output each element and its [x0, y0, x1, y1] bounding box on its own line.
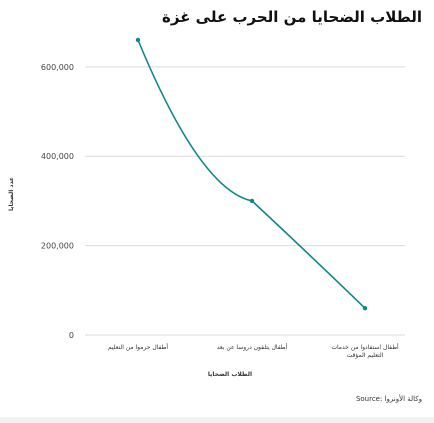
y-tick-label: 0	[69, 331, 74, 340]
data-point	[135, 37, 141, 43]
y-axis-ticks: 0 200,000 400,000 600,000	[41, 63, 74, 340]
y-tick-label: 400,000	[41, 152, 74, 161]
y-tick-label: 600,000	[41, 63, 74, 72]
x-tick-label: أطفال حرموا من التعليم	[108, 343, 168, 351]
data-point	[362, 305, 368, 311]
x-tick-label: أطفال استفادوا من خدمات التعليم المؤقت	[331, 343, 399, 359]
y-tick-label: 200,000	[41, 242, 74, 251]
gridlines	[85, 66, 405, 336]
source-note: Source: وكالة الأونروا	[355, 395, 422, 403]
x-tick-label: أطفال يتلقون دروسا عن بعد	[217, 343, 288, 351]
x-axis-title: الطلاب الضحايا	[208, 371, 252, 378]
series-line	[137, 39, 366, 309]
data-point	[249, 198, 255, 204]
data-points	[135, 37, 368, 311]
x-axis-ticks: أطفال حرموا من التعليم أطفال يتلقون دروسا…	[108, 343, 399, 359]
series-line-layer	[137, 39, 366, 309]
chart-title: الطلاب الضحايا من الحرب على غزة	[162, 8, 422, 26]
y-axis-title: عدد الضحايا	[8, 177, 15, 211]
